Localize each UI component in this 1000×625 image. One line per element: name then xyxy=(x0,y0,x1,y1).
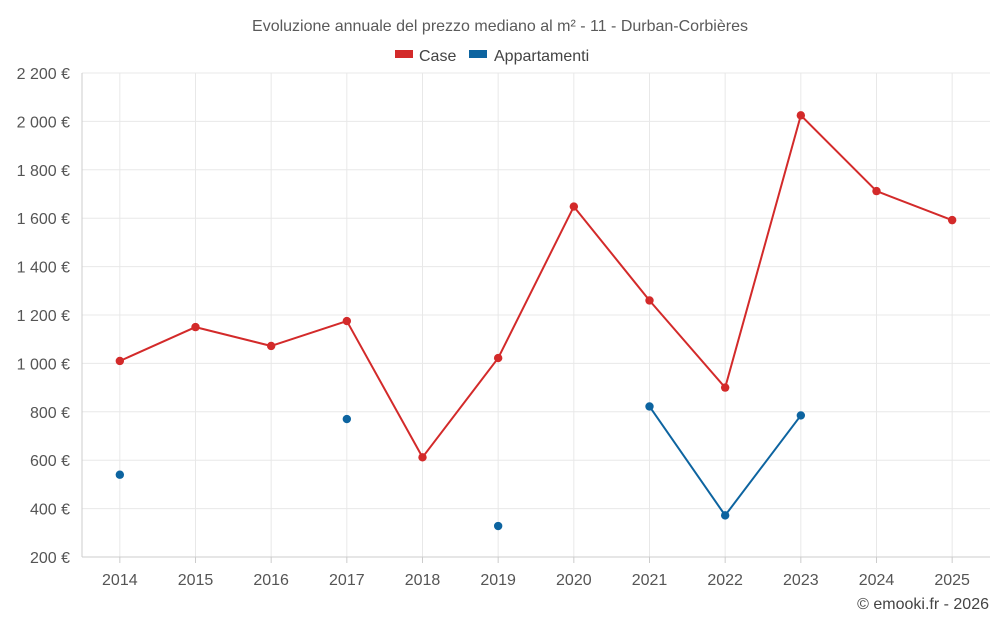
y-tick-label: 800 € xyxy=(30,405,70,422)
y-tick-label: 600 € xyxy=(30,453,70,470)
series-case xyxy=(115,111,957,462)
series-layer xyxy=(115,111,957,531)
legend-item-case[interactable]: Case xyxy=(395,48,456,65)
chart-title: Evoluzione annuale del prezzo mediano al… xyxy=(252,18,748,35)
data-point-case[interactable] xyxy=(342,316,352,326)
data-point-case[interactable] xyxy=(947,215,957,225)
series-appartamenti xyxy=(115,402,806,531)
data-point-case[interactable] xyxy=(872,186,881,196)
legend-swatch-appartamenti xyxy=(469,50,487,58)
y-axis: 200 € 400 € 600 € 800 € 1 000 € 1 200 € 1 400 … xyxy=(17,66,83,567)
x-tick-label: 2021 xyxy=(632,572,668,589)
credit-text: © emooki.fr - 2026 xyxy=(857,596,989,613)
x-tick-label: 2020 xyxy=(556,572,592,589)
data-point-case[interactable] xyxy=(266,341,276,351)
data-point-appartamenti[interactable] xyxy=(493,521,503,531)
x-tick-label: 2025 xyxy=(934,572,970,589)
data-point-case[interactable] xyxy=(796,111,806,120)
x-tick-label: 2016 xyxy=(253,572,289,589)
data-point-case[interactable] xyxy=(418,453,427,462)
x-tick-label: 2024 xyxy=(859,572,895,589)
y-tick-label: 1 200 € xyxy=(17,308,70,325)
x-tick-label: 2015 xyxy=(178,572,214,589)
data-point-case[interactable] xyxy=(115,356,125,366)
y-tick-label: 1 800 € xyxy=(17,163,70,180)
data-point-case[interactable] xyxy=(720,383,730,392)
grid xyxy=(82,72,990,558)
x-tick-label: 2019 xyxy=(480,572,516,589)
data-point-appartamenti[interactable] xyxy=(796,411,806,420)
data-point-case[interactable] xyxy=(569,202,579,211)
y-tick-label: 2 200 € xyxy=(17,66,70,83)
x-tick-label: 2018 xyxy=(405,572,441,589)
y-tick-label: 400 € xyxy=(30,502,70,519)
legend-label-appartamenti: Appartamenti xyxy=(494,48,589,65)
series-line-case xyxy=(119,114,953,459)
data-point-case[interactable] xyxy=(191,322,200,332)
data-point-appartamenti[interactable] xyxy=(342,414,352,424)
y-tick-label: 1 600 € xyxy=(17,211,70,228)
data-point-case[interactable] xyxy=(493,353,503,363)
legend-swatch-case xyxy=(395,50,413,58)
data-point-case[interactable] xyxy=(645,296,654,305)
y-tick-label: 2 000 € xyxy=(17,114,70,131)
legend-label-case: Case xyxy=(419,48,456,65)
data-point-appartamenti[interactable] xyxy=(115,470,125,479)
x-tick-label: 2022 xyxy=(707,572,743,589)
legend-item-appartamenti[interactable]: Appartamenti xyxy=(469,48,589,65)
x-tick-label: 2017 xyxy=(329,572,365,589)
y-tick-label: 1 400 € xyxy=(17,260,70,277)
x-axis: 2014 2015 2016 2017 2018 2019 2020 2021 2022 2023… xyxy=(82,556,990,589)
y-tick-label: 200 € xyxy=(30,550,70,567)
data-point-appartamenti[interactable] xyxy=(645,402,654,411)
y-tick-label: 1 000 € xyxy=(17,356,70,373)
x-tick-label: 2023 xyxy=(783,572,819,589)
data-point-appartamenti[interactable] xyxy=(720,511,730,520)
legend: Case Appartamenti xyxy=(395,48,589,65)
x-tick-label: 2014 xyxy=(102,572,138,589)
